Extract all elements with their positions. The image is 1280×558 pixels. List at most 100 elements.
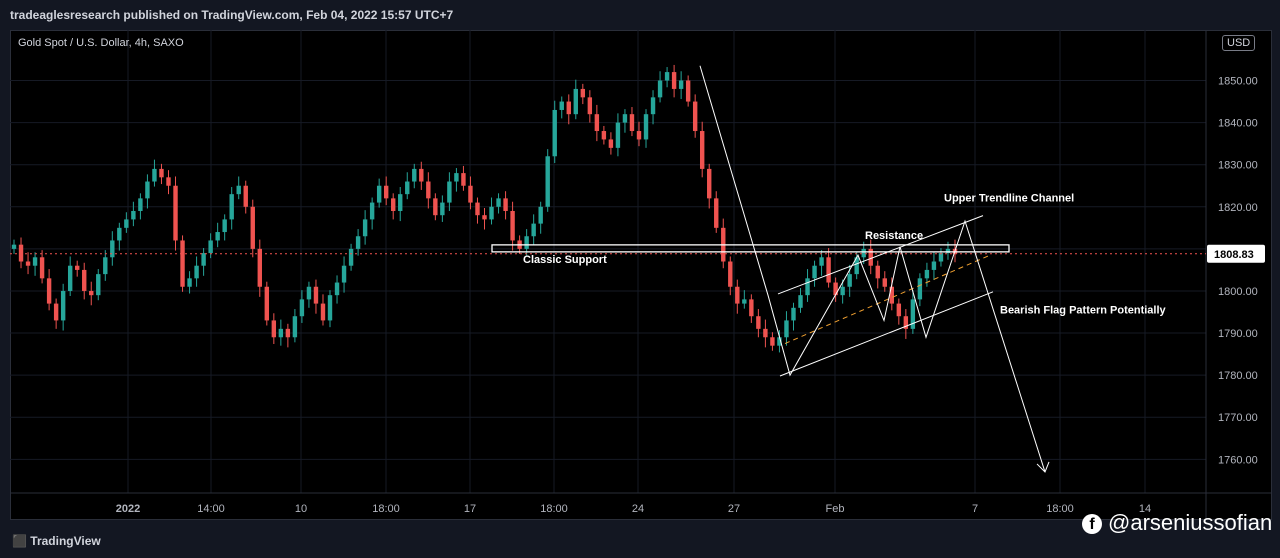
x-tick-label: 18:00 (540, 503, 568, 515)
candle-body (945, 248, 951, 254)
candle-body (39, 257, 45, 279)
classic-support-label: Classic Support (523, 254, 607, 266)
candle-body (875, 265, 880, 279)
candle-body (285, 328, 291, 338)
x-tick-label: 10 (295, 503, 307, 515)
candle-body (391, 198, 396, 211)
candle-body (67, 265, 73, 291)
pattern-zigzag (699, 65, 1046, 473)
candle-body (32, 257, 38, 266)
candle-body (117, 227, 122, 241)
y-tick-label: 1780.00 (1218, 370, 1258, 382)
y-tick-label: 1850.00 (1218, 76, 1258, 88)
candle-body (650, 97, 656, 115)
candle-body (376, 185, 382, 203)
candle-body (763, 328, 768, 338)
candle-body (46, 278, 52, 304)
candle-body (559, 101, 564, 110)
top-bar: tradeaglesresearch published on TradingV… (0, 0, 1280, 30)
candle-body (931, 261, 937, 270)
candle-body (405, 181, 410, 195)
mid-trend-dashed (784, 254, 991, 345)
x-tick-label: 14 (1139, 503, 1151, 515)
candle-body (791, 307, 796, 321)
candle-body (250, 206, 255, 249)
candle-body (805, 278, 810, 296)
resistance-label: Resistance (865, 230, 923, 242)
candle-body (278, 328, 284, 338)
x-tick-label: 7 (972, 503, 978, 515)
candle-body (749, 299, 754, 317)
tradingview-logo[interactable]: ⬛ TradingView (12, 534, 101, 548)
tv-logo-icon: ⬛ (12, 534, 31, 548)
y-tick-label: 1800.00 (1218, 286, 1258, 298)
footer (0, 528, 1280, 558)
channel-lower-line (779, 291, 994, 377)
grid (10, 30, 1206, 493)
candle-body (243, 185, 248, 207)
candle-body (159, 168, 164, 178)
candle-body (664, 72, 670, 81)
candle-body (257, 248, 262, 287)
social-watermark: f @arseniussofian (1082, 510, 1272, 536)
currency-button[interactable]: USD (1222, 35, 1256, 51)
candle-body (742, 299, 747, 304)
candle-body (398, 194, 403, 211)
candle-body (889, 286, 894, 304)
candle-body (580, 88, 586, 98)
channel-upper-line (777, 215, 984, 295)
candle-body (447, 181, 452, 203)
candle-body (692, 101, 698, 132)
candle-body (503, 198, 508, 211)
candle-body (531, 223, 536, 237)
candle-body (419, 168, 424, 182)
candle-body (812, 265, 817, 279)
candle-body (131, 210, 136, 220)
candle-body (756, 316, 761, 329)
projection-arrowhead (1036, 461, 1050, 473)
chart-frame[interactable] (10, 30, 1272, 520)
candle-body (601, 131, 607, 140)
candle-body (412, 168, 417, 182)
candle-body (896, 303, 902, 317)
x-tick-label: 27 (728, 503, 740, 515)
candle-body (552, 109, 557, 157)
x-tick-label: 2022 (116, 503, 140, 515)
x-tick-label: 18:00 (372, 503, 400, 515)
time-axis: 2022 14:00 10 18:00 17 18:00 24 27 Feb 7 18:00 14 (116, 503, 1151, 515)
candle-body (545, 156, 550, 207)
candle-body (369, 202, 375, 220)
candle-body (735, 286, 740, 304)
candle-body (25, 261, 31, 266)
candle-body (524, 236, 529, 249)
candle-body (510, 210, 515, 241)
candle-body (826, 257, 831, 283)
candle-body (482, 215, 487, 220)
x-tick-label: 24 (632, 503, 644, 515)
candle-body (566, 101, 571, 115)
candle-body (840, 286, 845, 296)
candle-body (643, 114, 649, 140)
candle-body (187, 278, 192, 287)
candle-body (833, 282, 838, 296)
candle-body (777, 337, 782, 346)
candle-body (903, 316, 909, 329)
candle-body (362, 219, 368, 237)
candle-body (229, 194, 234, 220)
candle-body (468, 185, 473, 203)
candle-body (454, 173, 459, 182)
candle-body (383, 185, 389, 199)
current-price-badge: 1808.83 (1207, 244, 1265, 263)
price-axis: 1850.001840.001830.001820.001810.001800.… (1218, 76, 1258, 467)
candle-body (882, 278, 887, 287)
candle-body (917, 278, 923, 300)
y-tick-label: 1770.00 (1218, 412, 1258, 424)
y-tick-label: 1830.00 (1218, 160, 1258, 172)
candle-body (678, 80, 684, 89)
candle-body (145, 181, 150, 199)
candle-body (861, 248, 866, 258)
candle-body (355, 236, 361, 249)
candle-body (236, 185, 241, 195)
bearish-flag-label: Bearish Flag Pattern Potentially (1000, 305, 1167, 317)
